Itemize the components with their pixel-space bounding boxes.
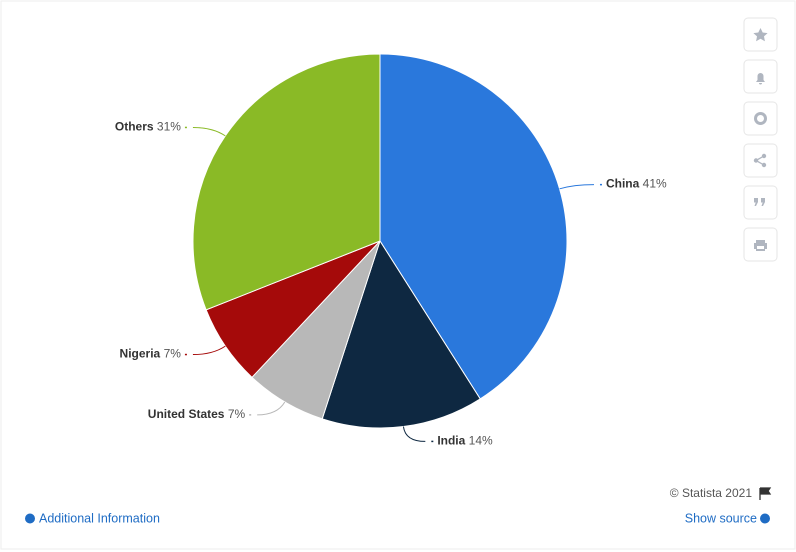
pie-slice xyxy=(192,53,381,311)
value-label: 41% xyxy=(643,177,667,191)
data-label: Nigeria 7% xyxy=(120,347,182,361)
share-button[interactable] xyxy=(743,143,778,178)
data-label: United States 7% xyxy=(148,407,246,421)
data-label: India 14% xyxy=(437,434,493,448)
value-label: 7% xyxy=(164,347,182,361)
value-label: 31% xyxy=(157,120,181,134)
cite-button[interactable] xyxy=(743,185,778,220)
star-icon xyxy=(753,28,768,42)
value-label: 14% xyxy=(469,434,493,448)
info-icon xyxy=(25,513,35,524)
info-icon xyxy=(760,513,770,524)
category-label: United States xyxy=(148,407,225,421)
data-label: China 41% xyxy=(606,177,667,191)
print-icon xyxy=(754,240,767,251)
leader-line xyxy=(559,184,594,190)
settings-button[interactable] xyxy=(743,101,778,136)
quote-icon xyxy=(754,198,765,206)
bell-icon xyxy=(756,73,765,85)
data-label: Others 31% xyxy=(115,120,181,134)
category-label: China xyxy=(606,177,640,191)
gear-icon xyxy=(754,112,767,125)
pie-slice xyxy=(321,239,481,429)
category-label: India xyxy=(437,434,465,448)
toolbar xyxy=(743,17,778,262)
show-source-link[interactable]: Show source xyxy=(685,511,757,525)
credit: © Statista 2021 xyxy=(670,486,753,500)
leader-line xyxy=(192,345,226,356)
additional-info-link[interactable]: Additional Information xyxy=(39,511,160,525)
share-icon xyxy=(753,153,767,168)
category-label: Others xyxy=(115,120,154,134)
category-label: Nigeria xyxy=(120,347,161,361)
pie-slice xyxy=(379,53,568,400)
leader-line xyxy=(192,126,226,137)
leader-line xyxy=(402,426,426,442)
leader-line xyxy=(257,401,286,416)
value-label: 7% xyxy=(228,407,246,421)
flag-icon[interactable] xyxy=(759,487,772,500)
